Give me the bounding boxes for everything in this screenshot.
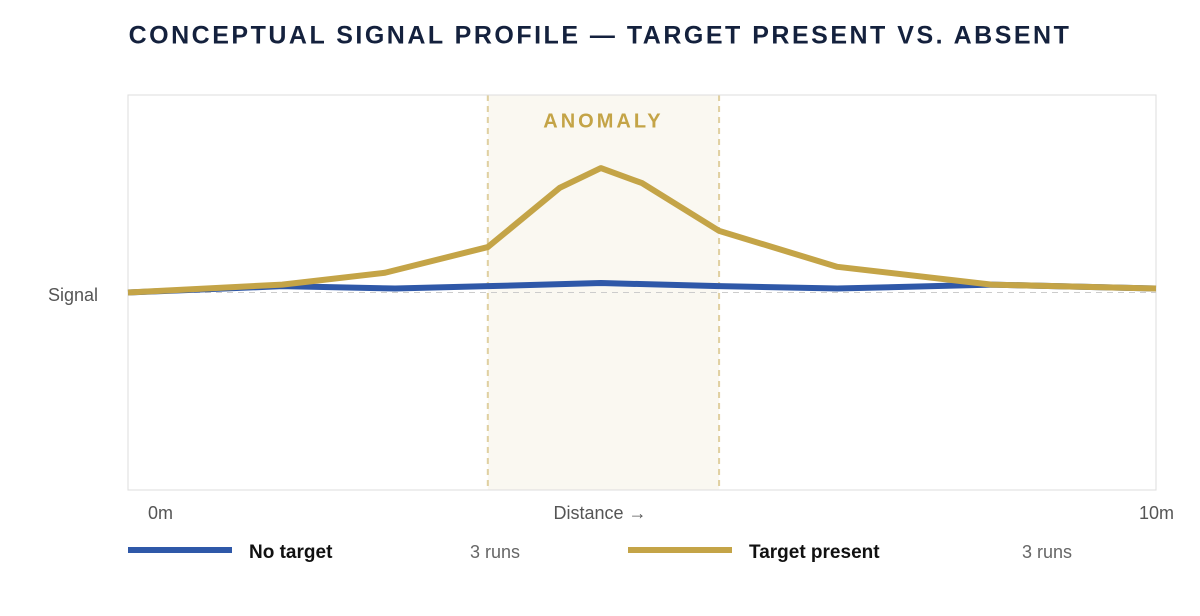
legend-label: No target [249,542,333,563]
y-axis-label: Signal [48,285,98,305]
line [127,165,1157,296]
line [127,280,1157,296]
band-label: ANOMALY [543,110,663,132]
x-tick-label: 10m [1139,503,1174,523]
legend-runs: 3 runs [1022,542,1072,562]
chart-title: CONCEPTUAL SIGNAL PROFILE — TARGET PRESE… [129,22,1072,50]
legend-label: Target present [749,542,880,563]
x-tick-label: 0m [148,503,173,523]
x-axis-label: Distance → [553,503,646,523]
legend-runs: 3 runs [470,542,520,562]
